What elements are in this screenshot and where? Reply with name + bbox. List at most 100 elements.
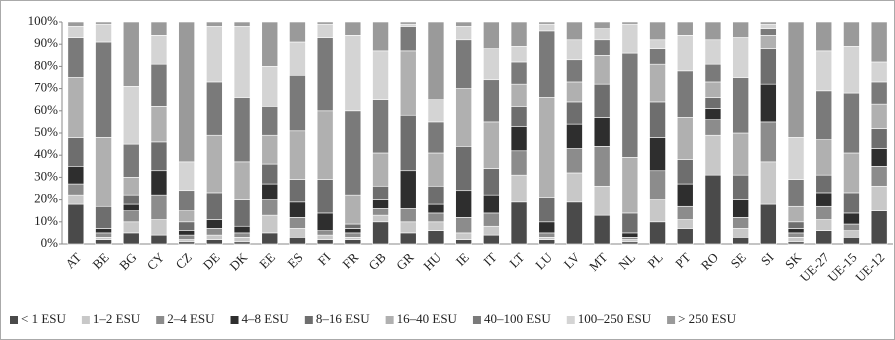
bar-segment (538, 97, 556, 198)
bar-segment (316, 234, 334, 240)
bar-segment (593, 28, 611, 41)
bar-segment (178, 161, 195, 192)
bar-segment (122, 194, 140, 205)
bar-segment (649, 39, 666, 49)
bar-segment (566, 123, 583, 149)
bar-segment (233, 21, 251, 27)
bar-segment (566, 59, 583, 83)
y-tick-label: 80% (34, 57, 58, 72)
bar-segment (483, 234, 500, 245)
bar-segment (510, 46, 528, 63)
bar-segment (316, 239, 334, 245)
legend-swatch (385, 316, 394, 324)
bar-segment (704, 134, 722, 176)
bar-segment (815, 90, 833, 140)
bar-segment (344, 110, 362, 196)
bar-segment (566, 172, 583, 203)
bar-segment (150, 141, 168, 172)
bar-segment (870, 61, 888, 83)
bar-segment (760, 203, 777, 245)
bar-segment (233, 241, 251, 245)
bar-segment (372, 21, 389, 52)
bar-segment (122, 177, 140, 196)
bar-segment (870, 166, 888, 187)
bar-segment (538, 221, 556, 234)
bar-segment (676, 205, 694, 220)
legend-swatch (304, 316, 313, 324)
bar-segment (649, 170, 666, 200)
bar-segment (206, 21, 223, 27)
bar-segment (150, 194, 168, 220)
bar-segment (95, 137, 112, 207)
bar-segment (870, 128, 888, 149)
bar-segment (483, 79, 500, 123)
bar-segment (67, 21, 85, 27)
bar-segment (289, 201, 306, 218)
bar-segment (538, 237, 556, 240)
bar-segment (455, 217, 472, 234)
bar-segment (261, 199, 279, 216)
bar-segment (316, 21, 334, 25)
bar-segment (760, 121, 777, 163)
bar-segment (787, 228, 805, 234)
bar-segment (67, 37, 85, 78)
bar-segment (760, 23, 777, 29)
bar-segment (316, 110, 334, 180)
bar-segment (455, 39, 472, 89)
bar-segment (399, 170, 417, 209)
bar-segment (233, 26, 251, 98)
bar-segment (593, 39, 611, 56)
y-tick-label: 60% (34, 102, 58, 117)
bar-segment (455, 190, 472, 218)
bar-segment (399, 23, 417, 27)
bar-segment (206, 219, 223, 229)
bar-segment (676, 117, 694, 160)
bar-segment (593, 21, 611, 29)
bar-segment (649, 21, 666, 41)
bar-segment (621, 157, 639, 214)
bar-segment (399, 232, 417, 245)
bar-segment (787, 21, 805, 138)
bar-segment (178, 239, 195, 243)
bar-segment (843, 212, 860, 225)
legend-swatch (472, 316, 481, 324)
bar-segment (427, 203, 445, 214)
legend-label: > 250 ESU (678, 311, 737, 326)
bar-segment (178, 241, 195, 245)
bar-segment (870, 210, 888, 245)
y-tick-label: 10% (34, 213, 58, 228)
bar-segment (510, 61, 528, 85)
bar-segment (344, 223, 362, 229)
bar-segment (593, 146, 611, 187)
bar-segment (95, 239, 112, 245)
bar-segment (483, 168, 500, 196)
bar-segment (455, 146, 472, 192)
bar-segment (372, 208, 389, 216)
bar-segment (760, 161, 777, 205)
bar-segment (95, 237, 112, 240)
bar-segment (455, 88, 472, 147)
bar-segment (483, 121, 500, 169)
legend-swatch (667, 316, 676, 324)
bar-segment (427, 221, 445, 231)
bar-segment (289, 179, 306, 203)
bar-segment (233, 225, 251, 234)
bar-segment (732, 37, 749, 78)
bar-segment (316, 37, 334, 112)
bar-segment (483, 21, 500, 49)
bar-segment (704, 81, 722, 98)
bar-segment (344, 237, 362, 240)
bar-segment (316, 23, 334, 38)
bar-segment (870, 21, 888, 63)
bar-segment (760, 21, 777, 25)
bar-segment (261, 183, 279, 200)
legend-label: 16–40 ESU (397, 311, 458, 326)
bar-segment (621, 232, 639, 238)
bar-segment (538, 197, 556, 223)
bar-segment (206, 81, 223, 136)
bar-segment (289, 41, 306, 76)
bar-segment (649, 199, 666, 223)
bar-segment (704, 97, 722, 109)
bar-segment (122, 210, 140, 223)
bar-segment (95, 21, 112, 25)
